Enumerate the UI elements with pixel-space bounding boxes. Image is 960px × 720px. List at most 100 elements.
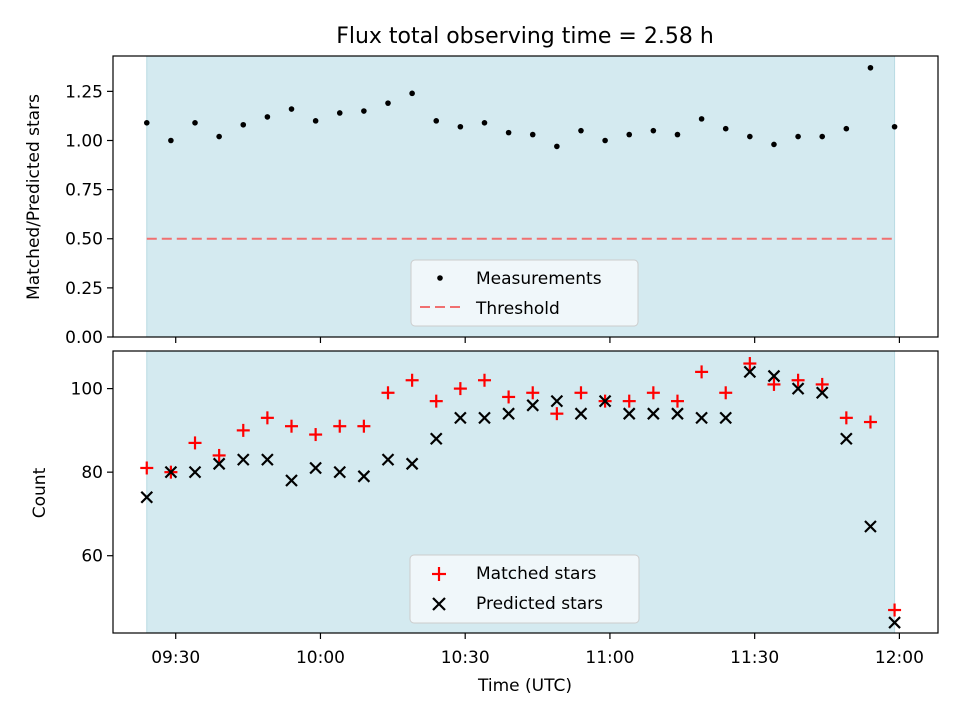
measurement-point: [385, 100, 391, 106]
legend-measurements-label: Measurements: [476, 269, 602, 289]
bottom-legend: Matched stars Predicted stars: [409, 554, 640, 624]
measurement-point: [505, 129, 512, 136]
predicted-star-point: [622, 407, 636, 420]
predicted-star-point: [888, 616, 901, 629]
measurement-point: [891, 123, 898, 130]
top-panel: 0.00 0.25 0.50 0.75 1.00 1.25 Matched/Predict…: [24, 55, 939, 348]
measurement-point: [481, 120, 488, 126]
matched-star-point: [140, 461, 154, 475]
matched-star-point: [670, 394, 684, 408]
predicted-star-point: [261, 453, 274, 466]
measurement-point: [554, 143, 560, 150]
top-x-ticks: [175, 337, 901, 343]
predicted-star-point: [840, 432, 853, 446]
matched-star-point: [863, 415, 877, 429]
matched-star-point: [405, 373, 419, 387]
predicted-star-point: [164, 465, 178, 479]
measurement-point: [192, 120, 198, 126]
measurement-point: [240, 121, 247, 128]
measurement-point: [771, 141, 777, 148]
measurement-point: [336, 110, 343, 116]
measurement-point: [626, 131, 633, 138]
legend-matched-marker: [432, 567, 446, 581]
matched-star-point: [236, 423, 250, 437]
measurement-point: [288, 106, 295, 112]
matched-star-point: [429, 394, 443, 408]
matched-star-point: [574, 386, 588, 400]
predicted-star-point: [743, 365, 757, 379]
x-tick-label: 09:30: [151, 648, 200, 668]
predicted-stars-points: [140, 365, 901, 629]
predicted-star-point: [598, 394, 612, 408]
predicted-star-point: [309, 461, 322, 475]
measurement-point: [264, 114, 271, 120]
y-tick-label: 1.00: [65, 131, 103, 151]
measurement-point: [361, 108, 367, 114]
predicted-star-point: [647, 407, 660, 420]
predicted-star-point: [502, 407, 515, 420]
predicted-star-point: [671, 407, 684, 420]
measurement-point: [843, 125, 850, 132]
measurement-point: [168, 137, 174, 144]
matched-star-point: [646, 386, 660, 400]
legend-matched-label: Matched stars: [476, 564, 596, 584]
matched-star-point: [285, 419, 299, 433]
x-tick-label: 11:30: [730, 648, 779, 668]
measurement-point: [819, 133, 826, 140]
top-legend: Measurements Threshold: [410, 259, 639, 327]
y-tick-label: 0.50: [65, 230, 103, 250]
matched-star-point: [622, 394, 636, 408]
matched-star-point: [381, 386, 395, 400]
top-legend-box: [410, 259, 639, 327]
matched-star-point: [309, 428, 323, 442]
legend-measurements-marker: [437, 275, 443, 281]
bottom-y-axis-label: Count: [30, 467, 50, 518]
matched-star-point: [767, 377, 781, 391]
predicted-star-point: [454, 411, 467, 425]
predicted-star-point: [188, 465, 202, 479]
predicted-star-point: [357, 470, 371, 483]
matched-star-point: [695, 365, 709, 379]
matched-star-point: [477, 373, 491, 387]
y-tick-label: 0.75: [65, 181, 103, 201]
measurement-point: [602, 137, 608, 144]
matched-star-point: [791, 373, 805, 387]
y-tick-label: 80: [81, 463, 103, 483]
y-tick-label: 60: [81, 547, 103, 567]
measurement-point: [529, 131, 536, 138]
measurement-point: [867, 64, 874, 71]
predicted-star-point: [285, 474, 298, 487]
predicted-star-point: [526, 399, 540, 412]
top-y-axis-label: Matched/Predicted stars: [24, 94, 44, 300]
predicted-star-point: [236, 453, 250, 466]
bottom-panel: 60 80 100 09:30 10:00 10:30 11:00 11:30 12:00 C…: [30, 350, 939, 696]
predicted-star-point: [478, 411, 491, 425]
measurement-point: [722, 125, 729, 132]
y-tick-label: 0.25: [65, 279, 103, 299]
legend-threshold-label: Threshold: [475, 299, 560, 319]
x-tick-label: 10:30: [441, 648, 490, 668]
measurement-point: [409, 90, 415, 97]
predicted-star-point: [550, 394, 564, 408]
legend-predicted-marker: [432, 597, 446, 611]
predicted-star-point: [429, 432, 443, 446]
predicted-star-point: [695, 411, 708, 425]
matched-star-point: [357, 419, 371, 433]
matched-star-point: [550, 407, 564, 421]
x-tick-label: 11:00: [585, 648, 634, 668]
bottom-axes-frame: [112, 350, 939, 634]
predicted-star-point: [815, 386, 829, 400]
legend-predicted-label: Predicted stars: [476, 594, 603, 614]
x-tick-label: 12:00: [875, 648, 924, 668]
measurement-point: [457, 123, 464, 130]
top-y-ticks: 0.00 0.25 0.50 0.75 1.00 1.25: [65, 82, 113, 348]
matched-star-point: [260, 411, 274, 425]
y-tick-label: 100: [71, 380, 103, 400]
measurement-point: [216, 133, 222, 140]
measurement-point: [747, 133, 753, 140]
predicted-star-point: [864, 520, 877, 533]
top-axes-frame: [112, 55, 939, 338]
predicted-star-point: [333, 465, 347, 479]
measurement-point: [578, 127, 584, 134]
